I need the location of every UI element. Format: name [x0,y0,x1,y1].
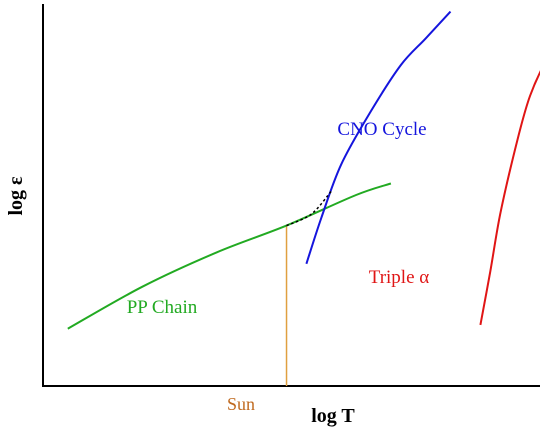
cno-pp-connector-line [286,190,332,227]
series-label-triple-alpha: Triple α [369,267,430,288]
cno-cycle-line [305,10,452,265]
series-layer [67,10,540,330]
series-label-pp: PP Chain [127,297,198,318]
y-axis-label: log ε [5,176,27,216]
triple-alpha-line [479,70,540,326]
axes [42,4,540,387]
series-label-cno: CNO Cycle [337,119,426,140]
pp-chain-line [67,182,392,330]
x-axis-label: log T [311,405,355,427]
sun-label: Sun [227,394,255,414]
